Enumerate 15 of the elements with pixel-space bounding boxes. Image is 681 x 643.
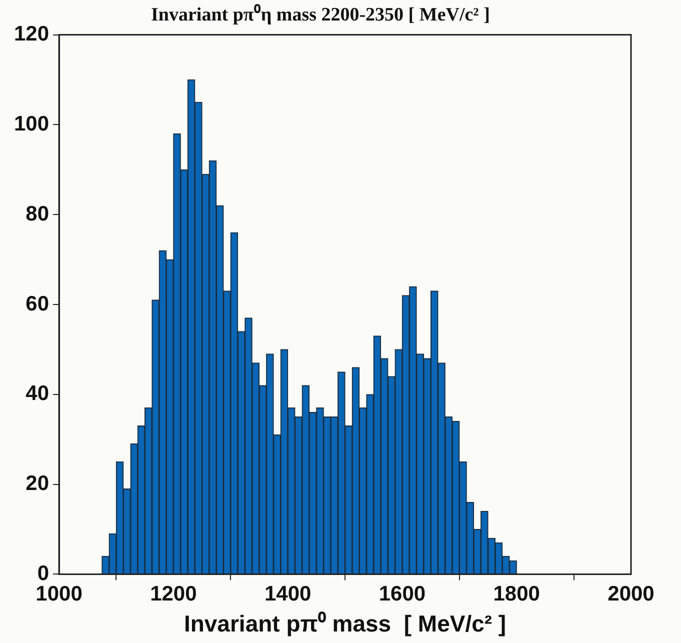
y-tick-label: 0 (37, 562, 50, 585)
x-tick-label: 1400 (264, 582, 312, 606)
y-tick-label: 100 (14, 112, 50, 136)
x-tick-label: 1200 (150, 582, 197, 606)
x-tick-label: 2000 (608, 582, 654, 606)
chart-title: Invariant pπ⁰η mass 2200-2350 [ MeV/c² ] (151, 3, 490, 26)
y-tick-label: 40 (26, 382, 50, 406)
x-axis-title: Invariant pπ⁰ mass [ MeV/c² ] (184, 610, 506, 637)
x-tick-label: 1800 (493, 582, 540, 606)
x-tick-label: 1600 (378, 582, 426, 606)
y-tick-label: 20 (26, 472, 50, 496)
y-tick-label: 80 (26, 202, 50, 226)
y-tick-label: 60 (26, 292, 50, 316)
x-tick-label: 1000 (36, 582, 82, 606)
y-tick-label: 120 (14, 22, 50, 46)
